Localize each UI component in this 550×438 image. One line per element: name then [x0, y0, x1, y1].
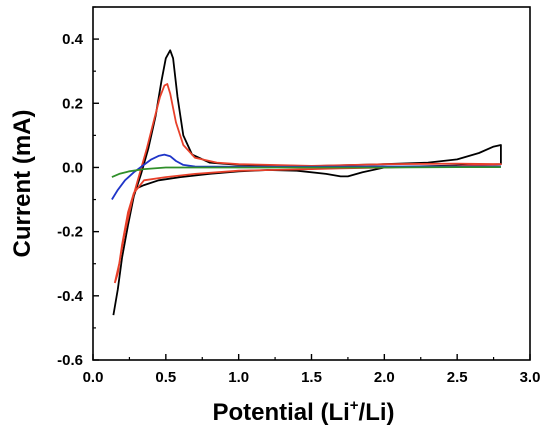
x-tick-label: 2.0	[374, 369, 395, 386]
tick-labels: 0.0 0.5 1.0 1.5 2.0 2.5 3.0 -0.6 -0.4 -0.2 0.0 0.2 0…	[57, 31, 540, 386]
series-line-4	[111, 166, 501, 178]
x-axis-title-part2: /Li)	[359, 399, 395, 426]
plot-area	[111, 49, 502, 316]
tick-marks	[92, 6, 531, 361]
y-tick-label: -0.4	[57, 288, 84, 305]
series-line-1	[112, 49, 502, 316]
x-tick-label: 1.5	[301, 369, 322, 386]
y-tick-label: 0.2	[62, 95, 83, 112]
x-axis-title: Potential (Li+/Li)	[212, 397, 394, 426]
x-tick-label: 0.5	[155, 369, 176, 386]
y-tick-label: -0.6	[57, 352, 83, 369]
x-tick-label: 1.0	[228, 369, 249, 386]
x-tick-label: 0.0	[83, 369, 104, 386]
x-tick-label: 3.0	[520, 369, 541, 386]
y-tick-label: -0.2	[57, 224, 83, 241]
y-tick-label: 0.0	[62, 159, 83, 176]
series-line-2	[113, 83, 502, 284]
x-axis-title-part1: Potential (Li	[212, 399, 349, 426]
x-tick-label: 2.5	[447, 369, 468, 386]
plot-frame	[92, 6, 531, 361]
x-axis-title-superscript: +	[350, 397, 359, 414]
y-axis-title: Current (mA)	[9, 110, 36, 258]
y-tick-label: 0.4	[62, 31, 84, 48]
